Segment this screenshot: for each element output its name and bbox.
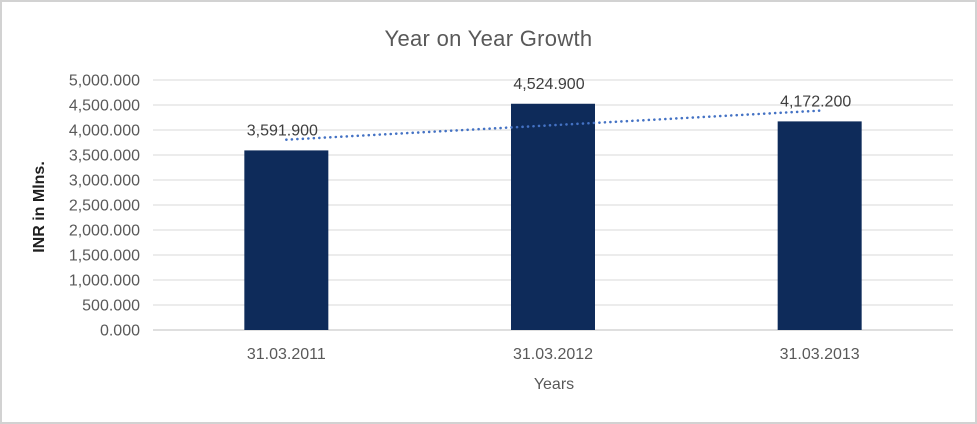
data-label: 4,524.900: [513, 76, 584, 93]
y-tick-label: 2,000.000: [69, 223, 140, 240]
y-tick-label: 3,000.000: [69, 173, 140, 190]
data-label: 4,172.200: [780, 93, 851, 110]
x-axis-title: Years: [533, 376, 575, 393]
x-tick-label: 31.03.2013: [780, 346, 860, 363]
x-tick-label: 31.03.2011: [247, 346, 326, 363]
bar: [511, 103, 595, 330]
x-tick-label: 31.03.2012: [513, 346, 593, 363]
trendline: [285, 109, 821, 141]
y-tick-label: 4,500.000: [69, 98, 140, 115]
y-tick-label: 500.000: [82, 298, 140, 315]
y-tick-label: 2,500.000: [69, 198, 140, 215]
y-tick-label: 1,500.000: [69, 248, 140, 265]
y-tick-label: 3,500.000: [69, 148, 140, 165]
y-tick-label: 1,000.000: [69, 273, 140, 290]
y-axis-title: INR in Mlns.: [31, 161, 48, 253]
bar: [244, 150, 329, 330]
bar: [777, 121, 862, 330]
y-tick-label: 0.000: [100, 323, 140, 340]
data-label: 3,591.900: [247, 122, 318, 139]
y-tick-label: 5,000.000: [69, 73, 140, 90]
y-tick-label: 4,000.000: [69, 123, 140, 140]
chart-title: Year on Year Growth: [384, 26, 593, 51]
